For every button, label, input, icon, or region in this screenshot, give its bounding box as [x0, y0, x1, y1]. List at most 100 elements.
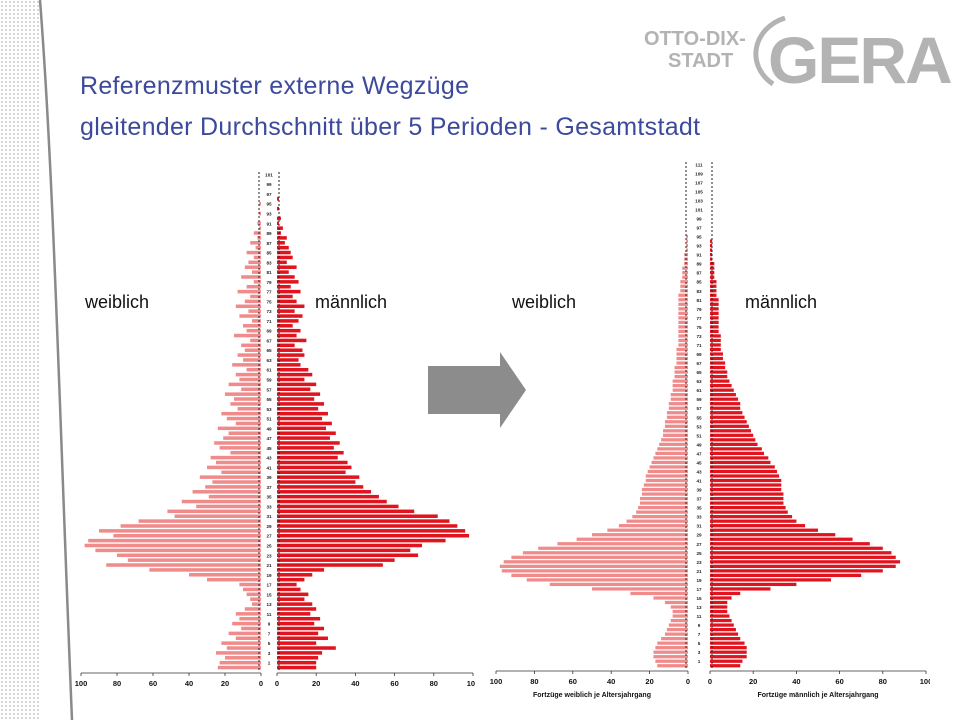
bar-female-age-77	[678, 316, 688, 320]
bar-female-age-81	[678, 298, 688, 302]
age-label: 93	[266, 212, 272, 217]
age-label: 85	[696, 280, 702, 285]
bar-male-age-8	[277, 626, 325, 631]
bar-female-age-17	[592, 587, 688, 591]
bar-male-age-76	[277, 294, 293, 299]
age-label: 5	[268, 641, 271, 646]
bar-female-age-37	[205, 485, 261, 489]
bar-female-age-51	[226, 416, 261, 421]
bar-female-age-16	[630, 591, 688, 596]
age-label: 7	[698, 632, 701, 637]
bar-female-age-49	[217, 426, 261, 431]
age-label: 3	[698, 650, 701, 655]
age-label: 7	[268, 631, 271, 636]
bar-female-age-14	[250, 597, 261, 601]
bar-female-age-19	[526, 578, 688, 582]
bar-female-age-64	[674, 374, 688, 379]
age-label: 3	[268, 651, 271, 656]
bar-female-age-42	[645, 474, 688, 478]
bar-female-age-46	[653, 456, 688, 460]
bar-female-age-5	[221, 641, 261, 645]
age-label: 105	[695, 189, 703, 194]
bar-male-age-60	[710, 393, 736, 397]
bar-male-age-59	[710, 397, 739, 401]
title-line-2: gleitender Durchschnitt über 5 Perioden …	[80, 113, 701, 141]
bar-male-age-79	[277, 280, 299, 284]
bar-male-age-4	[277, 646, 336, 650]
bar-female-age-14	[664, 600, 688, 605]
bar-male-age-48	[277, 431, 336, 435]
age-label: 35	[266, 495, 272, 500]
bar-male-age-70	[710, 347, 721, 352]
bar-male-age-60	[277, 372, 313, 377]
bar-male-age-55	[277, 397, 315, 401]
bar-male-age-16	[710, 591, 741, 596]
age-label: 39	[266, 475, 272, 480]
bar-male-age-66	[277, 343, 295, 348]
bar-male-age-11	[277, 612, 311, 616]
age-label: 9	[698, 623, 701, 628]
bar-male-age-73	[277, 309, 295, 313]
bar-male-age-72	[710, 338, 721, 343]
bar-female-age-58	[668, 402, 688, 406]
age-label: 67	[696, 361, 702, 366]
bar-female-age-55	[234, 397, 261, 401]
bar-female-age-60	[670, 393, 688, 397]
bar-female-age-91	[257, 221, 261, 226]
bar-male-age-34	[277, 499, 387, 504]
logo-gera-wordmark: GERA	[768, 23, 953, 97]
bar-male-age-71	[710, 343, 721, 347]
bar-male-age-26	[710, 546, 883, 550]
age-label: 89	[696, 262, 702, 267]
bar-male-age-91	[710, 252, 713, 257]
bar-male-age-14	[710, 600, 728, 605]
bar-female-age-45	[651, 460, 688, 465]
bar-female-age-65	[674, 370, 688, 374]
bar-female-age-33	[196, 504, 261, 509]
bar-male-age-57	[277, 387, 311, 392]
bar-female-age-68	[676, 356, 688, 361]
tick-label-male: 20	[749, 677, 757, 686]
bar-female-age-36	[640, 501, 688, 505]
age-label: 107	[695, 180, 703, 185]
age-label: 49	[266, 426, 272, 431]
bar-female-age-60	[235, 372, 261, 377]
bar-female-age-26	[88, 538, 261, 543]
bar-male-age-48	[710, 447, 762, 451]
bar-male-age-18	[710, 582, 797, 587]
bar-male-age-5	[277, 641, 317, 645]
age-label: 33	[696, 515, 702, 520]
bar-male-age-6	[710, 637, 741, 641]
tick-label-male: 60	[390, 679, 398, 688]
bar-male-age-33	[277, 504, 399, 509]
age-label: 111	[695, 162, 703, 167]
age-label: 29	[266, 524, 272, 529]
bar-female-age-19	[189, 573, 261, 577]
bar-female-age-74	[678, 329, 688, 334]
bar-female-age-73	[248, 309, 261, 313]
bar-male-age-86	[710, 275, 715, 279]
bar-female-age-63	[243, 358, 261, 362]
bar-male-age-35	[710, 505, 786, 510]
bar-female-age-24	[511, 555, 688, 559]
tick-label-female: 60	[569, 677, 577, 686]
age-label: 35	[696, 506, 702, 511]
bar-female-age-89	[253, 231, 261, 235]
bar-male-age-94	[277, 206, 279, 211]
age-label: 47	[696, 451, 702, 456]
age-label: 101	[695, 207, 703, 212]
age-label: 91	[266, 221, 272, 226]
bar-female-age-33	[632, 515, 688, 519]
bar-female-age-66	[674, 365, 688, 370]
bar-male-age-12	[277, 607, 317, 611]
age-label: 27	[696, 542, 702, 547]
bar-female-age-62	[672, 384, 688, 388]
bar-male-age-0	[710, 664, 741, 668]
bar-male-age-58	[277, 382, 317, 387]
bar-male-age-82	[277, 265, 297, 269]
bar-female-age-71	[678, 343, 688, 347]
bar-female-age-39	[199, 475, 261, 479]
bar-male-age-13	[710, 605, 728, 609]
bar-male-age-45	[710, 460, 771, 465]
